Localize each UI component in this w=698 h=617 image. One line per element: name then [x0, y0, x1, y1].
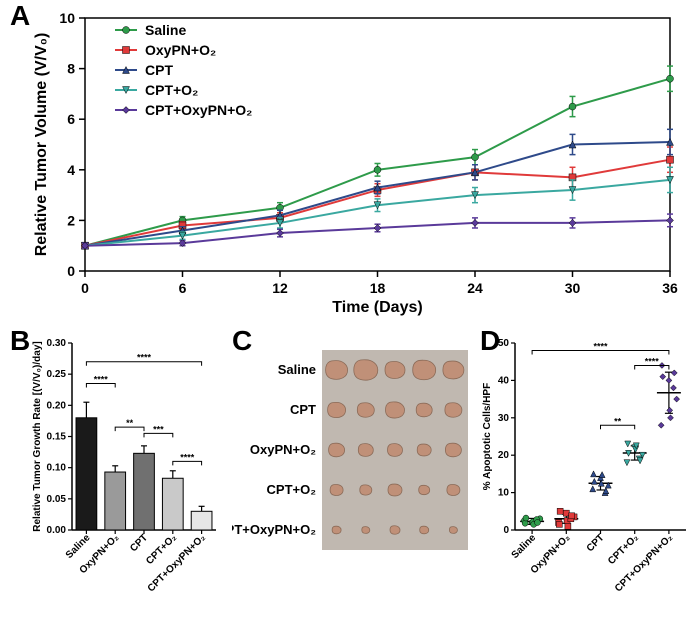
- svg-text:40: 40: [498, 375, 510, 386]
- svg-text:24: 24: [467, 280, 483, 296]
- panel-a-chart: 0612182430360246810Time (Days)Relative T…: [30, 8, 680, 316]
- panel-c-photo: Saline CPT OxyPN+O₂ CPT+O₂ CPT+OxyPN+O₂: [232, 335, 472, 605]
- svg-text:CPT: CPT: [585, 532, 607, 554]
- svg-text:2: 2: [67, 212, 75, 228]
- svg-text:CPT: CPT: [128, 532, 150, 554]
- svg-text:0.30: 0.30: [47, 338, 67, 349]
- panel-b-label: B: [10, 325, 30, 357]
- panel-b-chart: 0.00 0.05 0.10 0.15 0.20 0.25 0.30 Relative Tum…: [30, 335, 220, 605]
- svg-text:****: ****: [137, 353, 152, 363]
- svg-text:10: 10: [498, 488, 510, 499]
- svg-text:20: 20: [498, 450, 510, 461]
- svg-text:Relative Tumor Volume (V/V₀): Relative Tumor Volume (V/V₀): [33, 33, 50, 257]
- svg-text:8: 8: [67, 61, 75, 77]
- svg-text:**: **: [614, 416, 622, 426]
- svg-text:Saline: Saline: [145, 22, 186, 38]
- svg-text:18: 18: [370, 280, 386, 296]
- svg-text:0.05: 0.05: [47, 494, 67, 505]
- svg-text:****: ****: [180, 452, 195, 462]
- svg-text:CPT+O₂: CPT+O₂: [145, 82, 198, 98]
- svg-text:****: ****: [645, 356, 660, 366]
- svg-text:0: 0: [503, 525, 509, 536]
- svg-text:Saline: Saline: [278, 362, 316, 377]
- svg-text:OxyPN+O₂: OxyPN+O₂: [250, 442, 316, 457]
- svg-text:CPT+OxyPN+O₂: CPT+OxyPN+O₂: [145, 102, 252, 118]
- svg-text:***: ***: [153, 424, 164, 434]
- svg-text:**: **: [126, 418, 134, 428]
- svg-text:10: 10: [59, 10, 75, 26]
- svg-text:CPT+OxyPN+O₂: CPT+OxyPN+O₂: [613, 532, 675, 594]
- svg-text:0: 0: [67, 263, 75, 279]
- svg-text:6: 6: [179, 280, 187, 296]
- svg-text:12: 12: [272, 280, 288, 296]
- svg-text:0.00: 0.00: [47, 525, 67, 536]
- svg-text:CPT+O₂: CPT+O₂: [267, 482, 317, 497]
- svg-text:CPT: CPT: [290, 402, 316, 417]
- svg-text:4: 4: [67, 162, 75, 178]
- svg-text:0.10: 0.10: [47, 463, 67, 474]
- svg-text:Saline: Saline: [510, 532, 539, 561]
- svg-text:0.15: 0.15: [47, 432, 67, 443]
- svg-text:0.25: 0.25: [47, 369, 67, 380]
- svg-text:50: 50: [498, 338, 510, 349]
- svg-text:0.20: 0.20: [47, 400, 67, 411]
- svg-text:30: 30: [565, 280, 581, 296]
- panel-a-label: A: [10, 0, 30, 32]
- svg-text:****: ****: [94, 375, 109, 385]
- svg-text:6: 6: [67, 111, 75, 127]
- svg-text:0: 0: [81, 280, 89, 296]
- svg-text:% Apoptotic Cells/HPF: % Apoptotic Cells/HPF: [482, 383, 493, 490]
- svg-text:CPT: CPT: [145, 62, 173, 78]
- svg-text:30: 30: [498, 413, 510, 424]
- panel-d-chart: 01020304050% Apoptotic Cells/HPFSalineOx…: [480, 335, 690, 605]
- svg-text:36: 36: [662, 280, 678, 296]
- svg-text:Relative Tumor Growth Rate [(V: Relative Tumor Growth Rate [(V/V₀)/day]: [32, 341, 43, 531]
- svg-text:Time (Days): Time (Days): [332, 299, 422, 316]
- svg-text:CPT+OxyPN+O₂: CPT+OxyPN+O₂: [232, 522, 316, 537]
- svg-text:OxyPN+O₂: OxyPN+O₂: [145, 42, 216, 58]
- svg-text:CPT+O₂: CPT+O₂: [606, 532, 641, 567]
- svg-text:****: ****: [593, 341, 608, 351]
